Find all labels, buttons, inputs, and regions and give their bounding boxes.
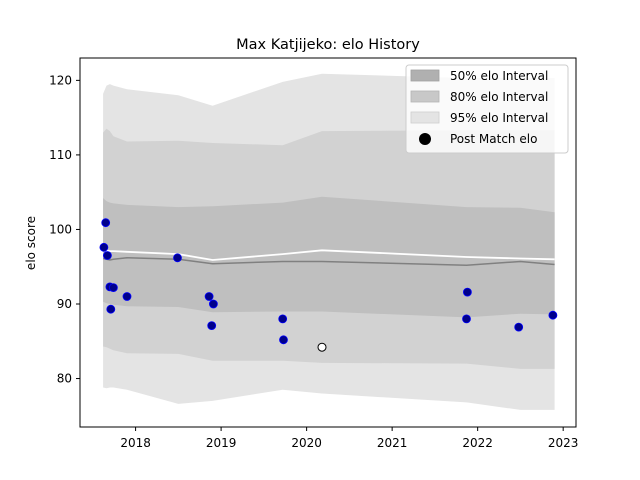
y-tick-label: 80 <box>57 372 72 386</box>
post-match-point <box>173 253 182 263</box>
median-elo-line <box>102 257 555 266</box>
post-match-point <box>278 314 288 324</box>
chart-title: Max Katjijeko: elo History <box>236 37 420 53</box>
legend-marker-post-match <box>419 133 431 145</box>
legend-swatch-95-interval <box>410 111 440 124</box>
post-match-point <box>101 218 111 228</box>
post-match-point <box>208 299 218 309</box>
legend-label-95-interval: 95% elo Interval <box>450 111 548 125</box>
plot-area <box>99 73 558 410</box>
legend: 50% elo Interval 80% elo Interval 95% el… <box>405 64 569 154</box>
x-tick-label: 2023 <box>548 436 579 450</box>
legend-label-80-interval: 80% elo Interval <box>450 90 548 104</box>
post-match-point <box>106 304 116 314</box>
x-tick-label: 2022 <box>462 436 493 450</box>
post-match-point <box>103 251 112 260</box>
band-50-interval <box>103 196 555 318</box>
x-tick-label: 2021 <box>377 436 408 450</box>
y-tick-label: 120 <box>49 73 72 87</box>
legend-label-post-match: Post Match elo <box>450 132 537 146</box>
axes: 2018 2019 2020 2021 2022 2023 80 90 100 110 120 <box>49 57 579 450</box>
post-match-point <box>122 292 132 301</box>
post-match-point <box>279 335 288 345</box>
x-tick-label: 2018 <box>120 436 151 450</box>
latest-post-match-point <box>317 342 327 352</box>
legend-swatch-50-interval <box>410 69 440 82</box>
x-tick-label: 2019 <box>206 436 237 450</box>
x-tick-label: 2020 <box>291 436 322 450</box>
post-match-point <box>109 283 118 293</box>
legend-frame <box>405 64 569 154</box>
post-match-point <box>514 322 524 332</box>
post-match-point <box>548 310 558 320</box>
mean-elo-line <box>103 249 555 261</box>
legend-swatch-80-interval <box>410 90 440 103</box>
y-tick-label: 110 <box>49 148 72 162</box>
post-match-point <box>204 292 214 301</box>
plot-frame <box>79 57 577 428</box>
y-axis-label: elo score <box>24 216 38 270</box>
y-tick-label: 100 <box>49 222 72 236</box>
legend-label-50-interval: 50% elo Interval <box>450 69 548 83</box>
post-match-point <box>207 321 217 331</box>
post-match-point <box>462 287 472 297</box>
y-tick-label: 90 <box>57 297 72 311</box>
post-match-point <box>99 242 109 252</box>
post-match-point <box>462 314 471 324</box>
